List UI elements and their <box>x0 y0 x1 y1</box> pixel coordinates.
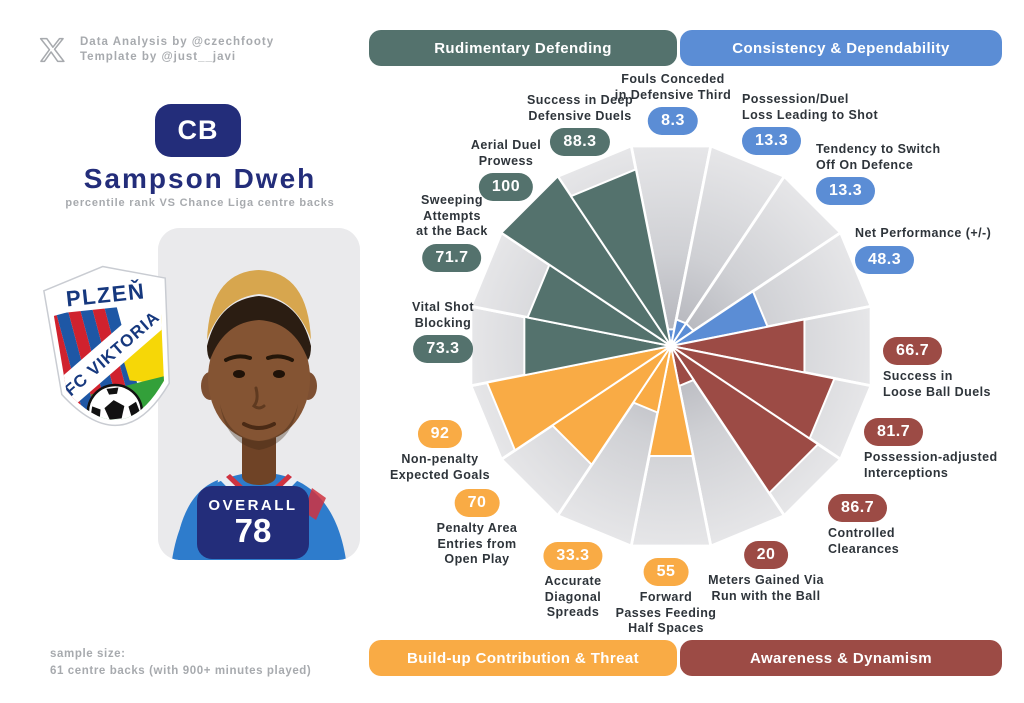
overall-value: 78 <box>234 512 272 549</box>
metric-forward-passes-feeding-half-spaces: 55 Forward Passes Feeding Half Spaces <box>616 554 717 637</box>
x-twitter-icon <box>39 37 65 63</box>
metric-label: Accurate Diagonal Spreads <box>544 574 602 619</box>
player-portrait-illustration <box>158 228 360 560</box>
credits: Data Analysis by @czechfooty Template by… <box>36 34 274 66</box>
sample-size-note: sample size: 61 centre backs (with 900+ … <box>50 646 311 680</box>
slice-controlled-clearances <box>670 345 820 495</box>
legend-buildup-contribution-threat: Build-up Contribution & Threat <box>369 640 677 676</box>
legend-rudimentary-defending: Rudimentary Defending <box>369 30 677 66</box>
metric-label: Possession/Duel Loss Leading to Shot <box>742 92 879 122</box>
player-name: Sampson Dweh <box>83 163 317 194</box>
metric-label: Forward Passes Feeding Half Spaces <box>615 590 717 635</box>
metric-success-in-loose-ball-duels: 66.7 Success in Loose Ball Duels <box>883 333 991 400</box>
legend-awareness-dynamism: Awareness & Dynamism <box>680 640 1002 676</box>
credit-template: Template by @just__javi <box>80 51 237 63</box>
player-photo <box>158 228 360 560</box>
credit-lines: Data Analysis by @czechfooty Template by… <box>80 35 274 65</box>
metric-label: Meters Gained Via Run with the Ball <box>708 573 824 603</box>
sample-size-line1: sample size: <box>50 648 126 660</box>
metric-value-pill: 55 <box>643 558 689 586</box>
overall-badge: OVERALL 78 <box>197 486 309 559</box>
position-badge: CB <box>155 104 241 157</box>
chart-subtitle: percentile rank VS Chance Liga centre ba… <box>65 197 335 209</box>
overall-label: OVERALL <box>208 497 298 514</box>
pizza-chart <box>469 144 873 548</box>
metric-value-pill: 66.7 <box>883 337 943 365</box>
chart-center-dot <box>666 341 676 351</box>
credit-analysis: Data Analysis by @czechfooty <box>80 36 275 48</box>
metric-label: Success in Deep Defensive Duels <box>526 93 634 123</box>
legend-consistency-dependability: Consistency & Dependability <box>680 30 1002 66</box>
slice-success-in-deep-defensive-duels <box>569 168 672 347</box>
club-crest-illustration: FC VIKTORIA PLZEŇ <box>43 265 174 427</box>
metric-label: Fouls Conceded in Defensive Third <box>614 72 732 102</box>
metric-label: Success in Loose Ball Duels <box>883 369 991 399</box>
metric-fouls-conceded-in-defensive-third: Fouls Conceded in Defensive Third 8.3 <box>615 72 731 139</box>
club-crest: FC VIKTORIA PLZEŇ <box>38 256 189 474</box>
sample-size-line2: 61 centre backs (with 900+ minutes playe… <box>50 665 312 677</box>
